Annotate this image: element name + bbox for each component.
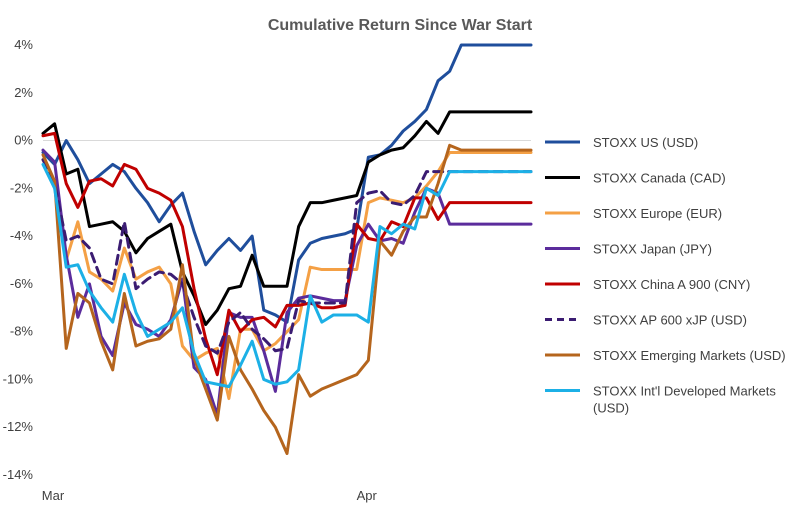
y-tick-label: -8% bbox=[10, 324, 34, 339]
x-axis: Mar Apr bbox=[42, 140, 531, 503]
legend-label: STOXX China A 900 (CNY) bbox=[593, 277, 750, 292]
series-line-6 bbox=[41, 143, 533, 455]
y-tick-label: 2% bbox=[14, 85, 33, 100]
y-tick-label: -4% bbox=[10, 228, 34, 243]
y-tick-label: -10% bbox=[3, 371, 34, 386]
y-tick-label: -14% bbox=[3, 467, 34, 482]
series-line-5 bbox=[41, 158, 533, 355]
legend-label: STOXX US (USD) bbox=[593, 135, 698, 150]
y-tick-label: -2% bbox=[10, 180, 34, 195]
legend-label: STOXX Int'l Developed Markets (USD) bbox=[593, 384, 776, 416]
series-line-7 bbox=[41, 162, 533, 389]
legend: STOXX US (USD) STOXX Canada (CAD) STOXX Eu… bbox=[545, 135, 786, 416]
series-lines bbox=[41, 43, 533, 455]
y-tick-label: -6% bbox=[10, 276, 34, 291]
legend-label: STOXX Europe (EUR) bbox=[593, 206, 722, 221]
y-tick-label: -12% bbox=[3, 419, 34, 434]
y-tick-label: 0% bbox=[14, 133, 33, 148]
legend-label: STOXX Canada (CAD) bbox=[593, 171, 726, 186]
legend-label: STOXX Japan (JPY) bbox=[593, 242, 712, 257]
y-axis: 4% 2% 0% -2% -4% -6% -8% -10% -12% -14% bbox=[3, 37, 34, 482]
series-line-1 bbox=[41, 110, 533, 326]
x-tick-label: Apr bbox=[357, 488, 378, 503]
legend-label: STOXX Emerging Markets (USD) bbox=[593, 348, 786, 363]
series-line-4 bbox=[41, 131, 533, 377]
legend-label: STOXX AP 600 xJP (USD) bbox=[593, 313, 747, 328]
chart-title: Cumulative Return Since War Start bbox=[268, 17, 533, 34]
x-tick-label: Mar bbox=[42, 488, 65, 503]
y-tick-label: 4% bbox=[14, 37, 33, 52]
series-line-2 bbox=[41, 151, 533, 401]
